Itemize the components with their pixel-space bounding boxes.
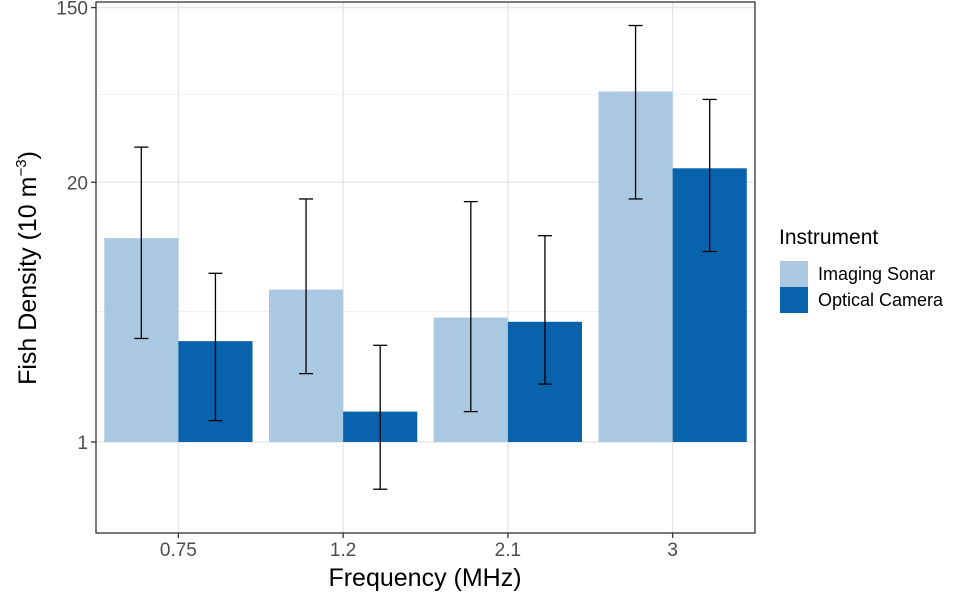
y-tick-label: 1	[77, 433, 88, 454]
x-axis-ticks: 0.75 1.2 2.1 3	[160, 533, 678, 561]
legend: Instrument Imaging Sonar Optical Camera	[779, 226, 944, 313]
y-tick-label: 150	[56, 0, 88, 20]
y-tick-label: 20	[67, 173, 88, 194]
error-bar-optical-camera	[702, 98, 717, 253]
y-axis-title-base: Fish Density (10 m	[14, 177, 42, 385]
legend-swatch-optical-camera	[780, 287, 808, 313]
x-tick-label: 3	[667, 540, 678, 561]
legend-title: Instrument	[779, 226, 878, 249]
y-axis-title: Fish Density (10 m−3)	[13, 151, 42, 385]
error-bar-imaging-sonar	[628, 24, 643, 200]
error-bars	[134, 24, 717, 490]
x-axis-title: Frequency (MHz)	[328, 564, 521, 592]
error-bar-imaging-sonar	[299, 198, 314, 375]
y-axis-title-close: )	[14, 151, 42, 159]
bars	[104, 91, 747, 442]
error-bar-imaging-sonar	[134, 146, 149, 340]
x-tick-label: 2.1	[495, 540, 521, 561]
error-bar-optical-camera	[373, 344, 388, 490]
error-bar-imaging-sonar	[463, 200, 478, 413]
error-bar-optical-camera	[208, 272, 223, 422]
legend-label-imaging-sonar: Imaging Sonar	[818, 264, 935, 284]
y-axis-ticks: 1 20 150	[56, 0, 96, 454]
x-tick-label: 1.2	[330, 540, 356, 561]
x-tick-label: 0.75	[160, 540, 197, 561]
legend-label-optical-camera: Optical Camera	[818, 290, 944, 310]
y-axis-title-exponent: −3	[13, 159, 30, 176]
plot-panel-border	[95, 1, 756, 534]
error-bar-optical-camera	[537, 235, 552, 385]
legend-swatch-imaging-sonar	[780, 261, 808, 287]
